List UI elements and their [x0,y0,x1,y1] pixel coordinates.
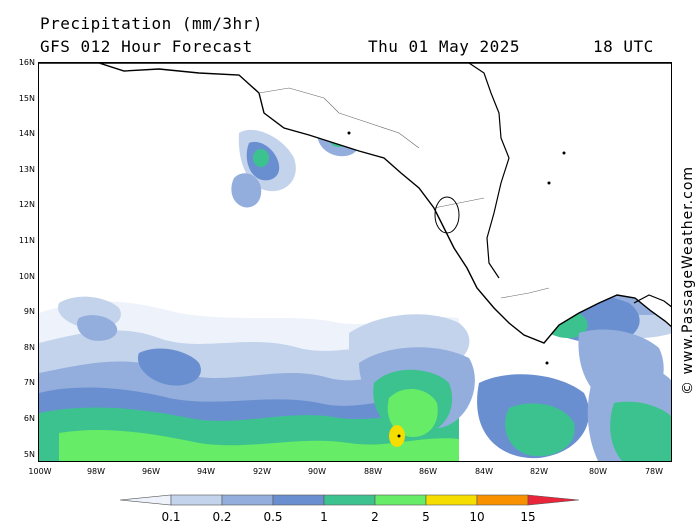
lat-label-7n: 7N [23,378,35,387]
lat-label-16n: 16N [18,58,35,67]
coastline [39,63,671,344]
islands [347,131,566,438]
lat-label-13n: 13N [18,165,35,174]
colorbar-segment-8 [527,494,580,506]
lon-label-90w: 90W [307,467,327,476]
lon-label-84w: 84W [474,467,494,476]
colorbar-segment-7 [476,494,529,506]
lat-label-11n: 11N [18,236,35,245]
lon-label-78w: 78W [644,467,664,476]
colorbar-segment-6 [425,494,478,506]
lon-label-88w: 88W [363,467,383,476]
forecast-date: Thu 01 May 2025 [368,37,520,56]
colorbar-segment-2 [221,494,274,506]
lat-label-8n: 8N [23,343,35,352]
lon-label-94w: 94W [196,467,216,476]
lat-label-10n: 10N [18,272,35,281]
colorbar-segments [119,494,580,506]
lon-label-80w: 80W [588,467,608,476]
legend-label-1: 1 [320,510,328,524]
colorbar-segment-0 [119,494,172,506]
lon-label-82w: 82W [529,467,549,476]
precipitation-map [38,62,672,462]
colorbar-svg [119,494,580,506]
colorbar-segment-4 [323,494,376,506]
lon-label-98w: 98W [86,467,106,476]
legend-label-0.1: 0.1 [161,510,181,524]
lon-label-86w: 86W [418,467,438,476]
colorbar-segment-3 [272,494,325,506]
lon-label-96w: 96W [141,467,161,476]
legend-label-15: 15 [520,510,536,524]
forecast-time: 18 UTC [593,37,654,56]
map-svg [39,63,671,461]
legend-label-10: 10 [469,510,485,524]
lat-label-5n: 5N [23,450,35,459]
legend-label-5: 5 [422,510,430,524]
legend-label-0.5: 0.5 [263,510,283,524]
colorbar-segment-1 [170,494,223,506]
chart-title: Precipitation (mm/3hr) [40,14,263,33]
lat-label-15n: 15N [18,94,35,103]
lat-label-14n: 14N [18,129,35,138]
legend-label-2: 2 [371,510,379,524]
colorbar-legend: 0.1 0.2 0.5 1 2 5 10 15 [0,490,700,525]
lat-label-9n: 9N [23,307,35,316]
colorbar-segment-5 [374,494,427,506]
model-label: GFS 012 Hour Forecast [40,37,253,56]
legend-label-0.2: 0.2 [212,510,232,524]
credit-text: © www.PassageWeather.com [680,165,696,395]
lon-label-92w: 92W [252,467,272,476]
lat-label-12n: 12N [18,200,35,209]
lon-label-100w: 100W [28,467,52,476]
lat-label-6n: 6N [23,414,35,423]
